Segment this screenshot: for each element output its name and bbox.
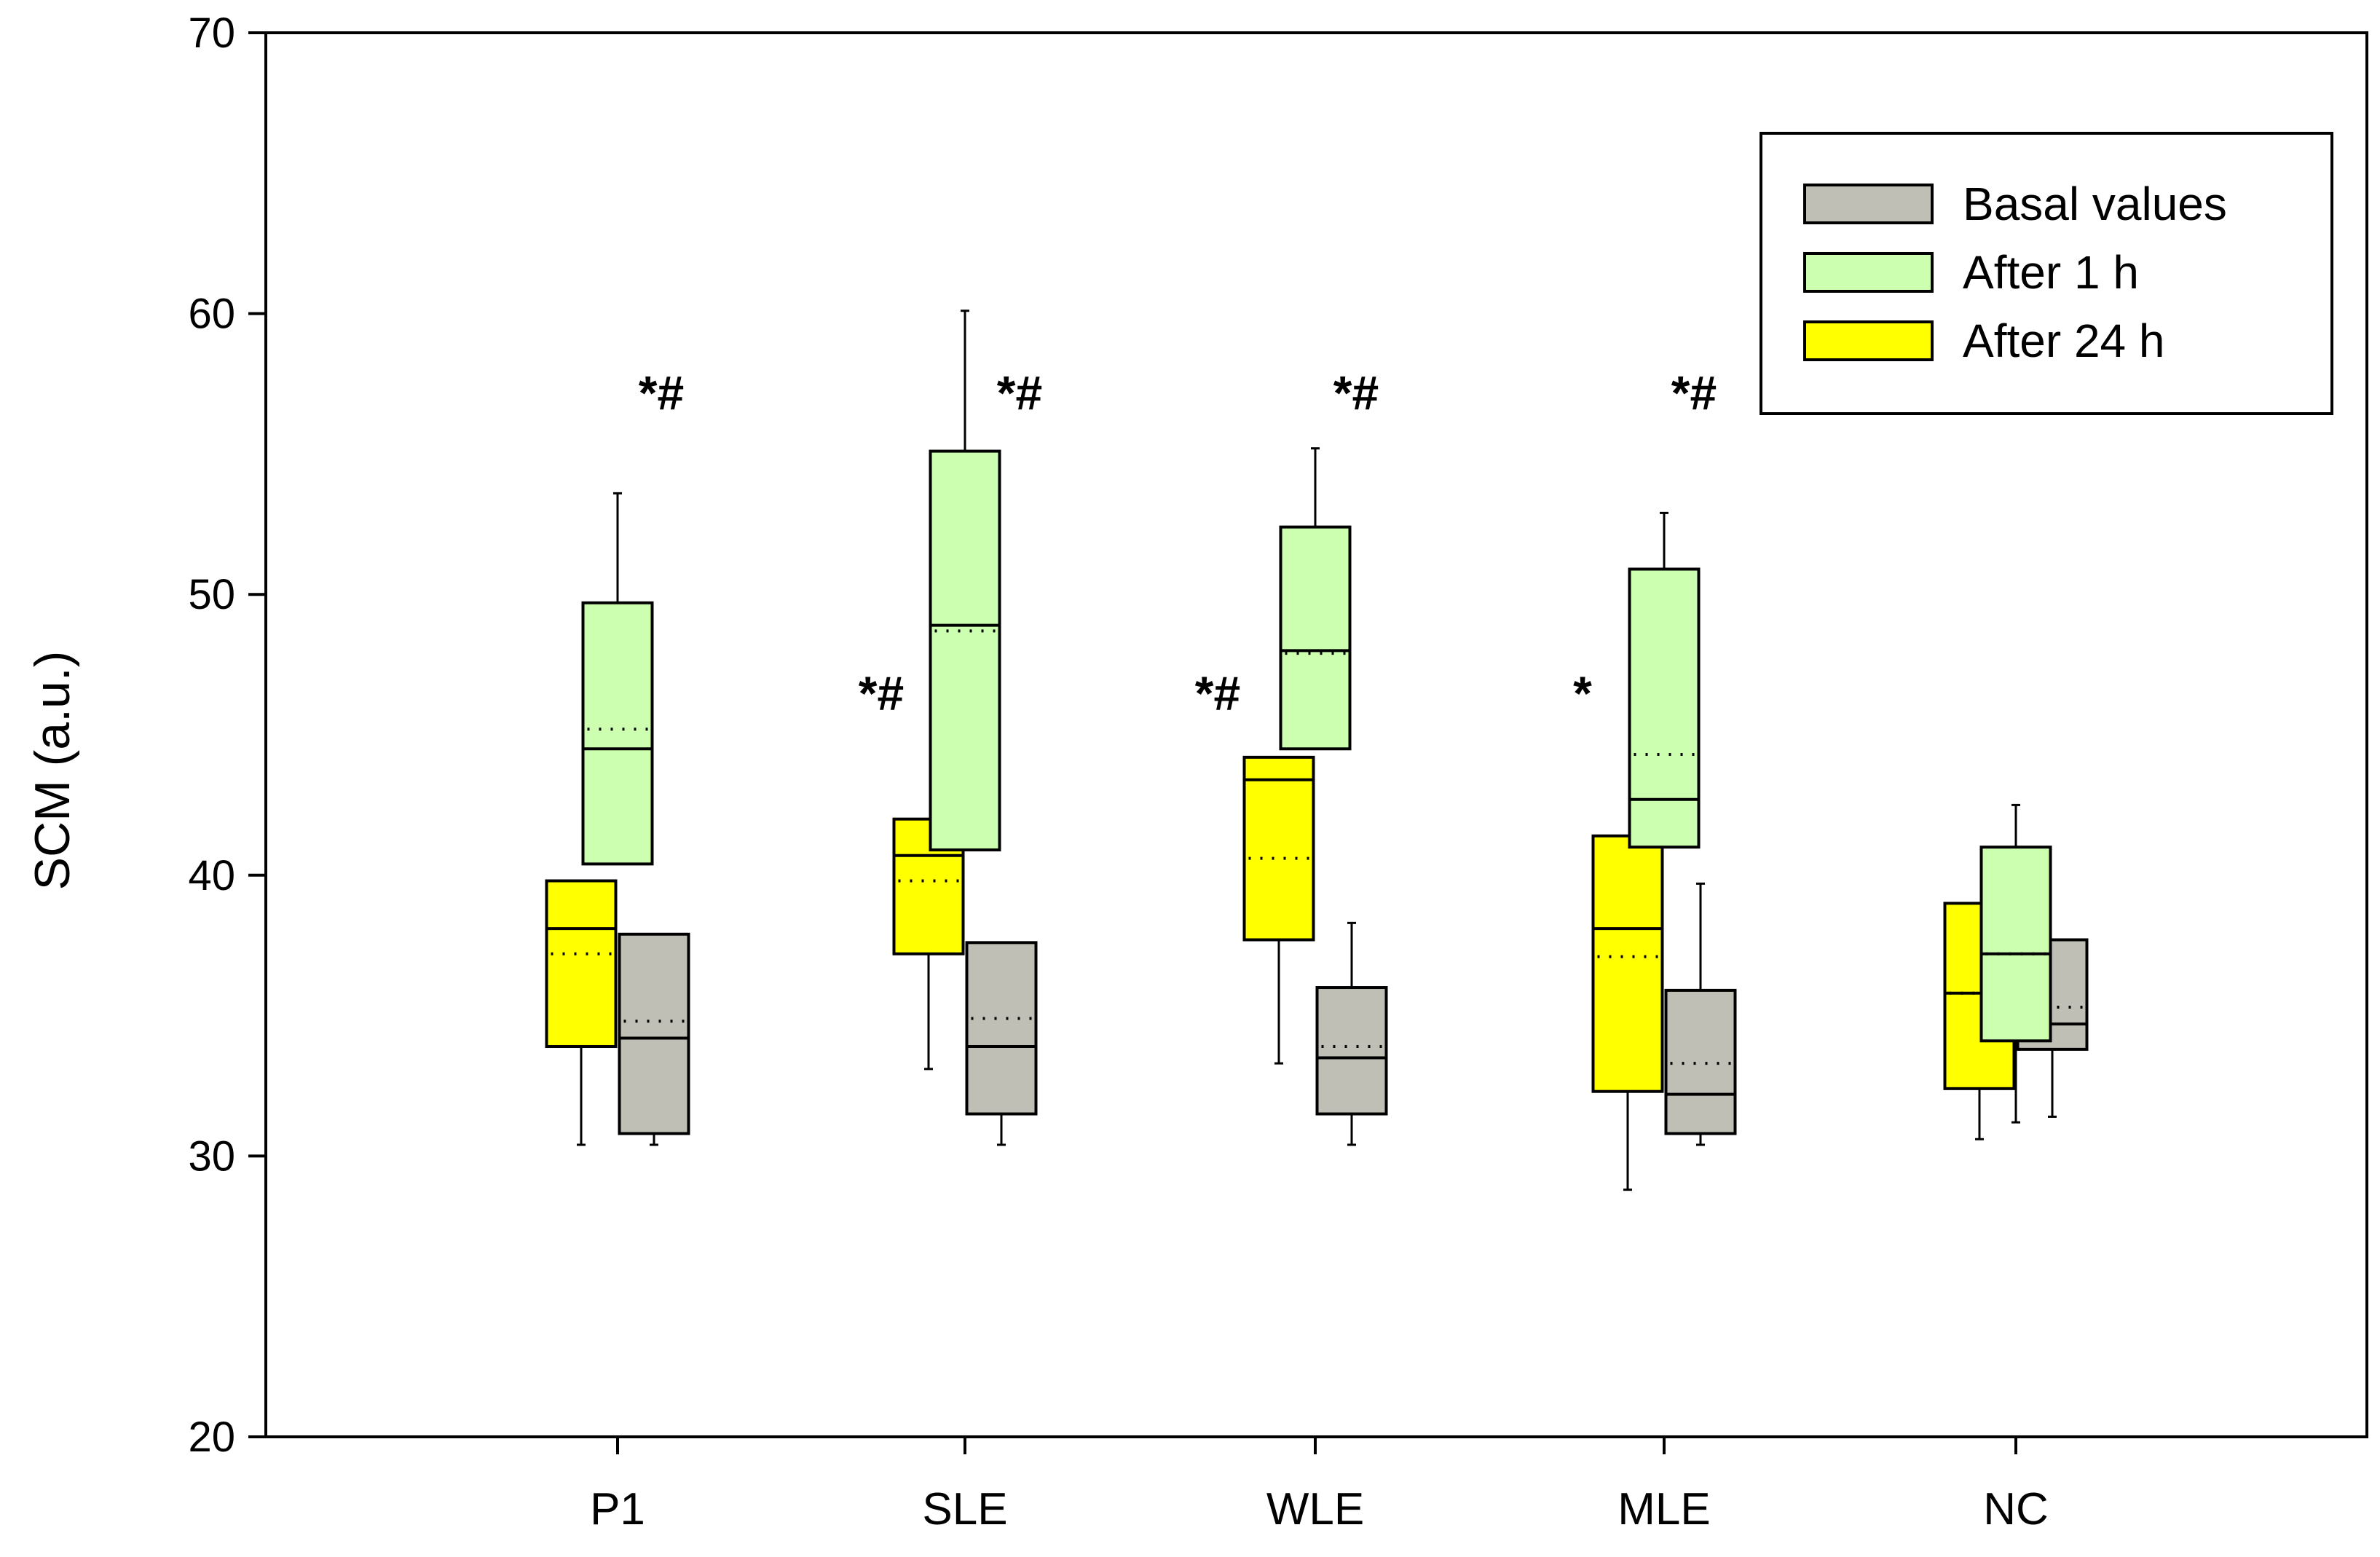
x-tick-label: P1 [590, 1484, 645, 1534]
axes: 20 30 40 50 60 70 P1 SLE WLE MLE NC [188, 9, 2368, 1534]
significance-marker: *# [1333, 366, 1379, 420]
box-body [1242, 755, 1315, 942]
y-tick-label: 20 [188, 1414, 235, 1461]
significance-marker: *# [639, 366, 684, 420]
significance-marker: *# [1195, 666, 1240, 720]
box-body [1628, 567, 1701, 849]
box-body [1979, 845, 2052, 1043]
y-tick-label: 40 [188, 852, 235, 899]
legend: Basal values After 1 h After 24 h [1760, 132, 2333, 415]
y-axis-label: SCM (a.u.) [25, 651, 80, 891]
box-wle [1315, 921, 1388, 1146]
legend-label: After 24 h [1963, 315, 2165, 367]
series-after-1-h [581, 310, 2052, 1124]
significance-marker: *# [1671, 366, 1717, 420]
box-body [581, 601, 654, 866]
box-p1 [581, 492, 654, 866]
x-tick-label: NC [1983, 1484, 2049, 1534]
box-body [965, 941, 1038, 1116]
y-tick-label: 60 [188, 291, 235, 338]
x-tick-label: SLE [922, 1484, 1007, 1534]
significance-marker: *# [997, 366, 1042, 420]
legend-swatch [1803, 252, 1934, 293]
annotations: *# *# *# *# *# *# * [639, 366, 1717, 721]
box-mle [1664, 882, 1737, 1146]
box-mle [1628, 511, 1701, 849]
plot-area [545, 310, 2089, 1191]
box-body [1279, 525, 1352, 751]
legend-swatch [1803, 320, 1934, 361]
y-tick-label: 70 [188, 9, 235, 57]
significance-marker: *# [859, 666, 904, 720]
box-body [1664, 988, 1737, 1135]
box-mle [1591, 834, 1664, 1191]
box-wle [1242, 755, 1315, 1065]
box-body [1315, 986, 1388, 1116]
box-sle [965, 941, 1038, 1146]
legend-swatch [1803, 184, 1934, 224]
y-tick-label: 30 [188, 1132, 235, 1180]
x-tick-label: MLE [1617, 1484, 1710, 1534]
series-basal-values [618, 882, 2089, 1146]
y-tick-label: 50 [188, 571, 235, 618]
box-wle [1279, 447, 1352, 751]
x-tick-label: WLE [1266, 1484, 1364, 1534]
box-sle [929, 310, 1001, 852]
box-body [618, 932, 690, 1135]
significance-marker: * [1573, 666, 1592, 720]
legend-label: After 1 h [1963, 246, 2139, 299]
box-body [545, 879, 618, 1049]
box-body [929, 449, 1001, 852]
box-nc [1979, 803, 2052, 1124]
box-p1 [618, 932, 690, 1146]
box-body [1591, 834, 1664, 1093]
legend-label: Basal values [1963, 178, 2227, 230]
box-p1 [545, 879, 618, 1146]
